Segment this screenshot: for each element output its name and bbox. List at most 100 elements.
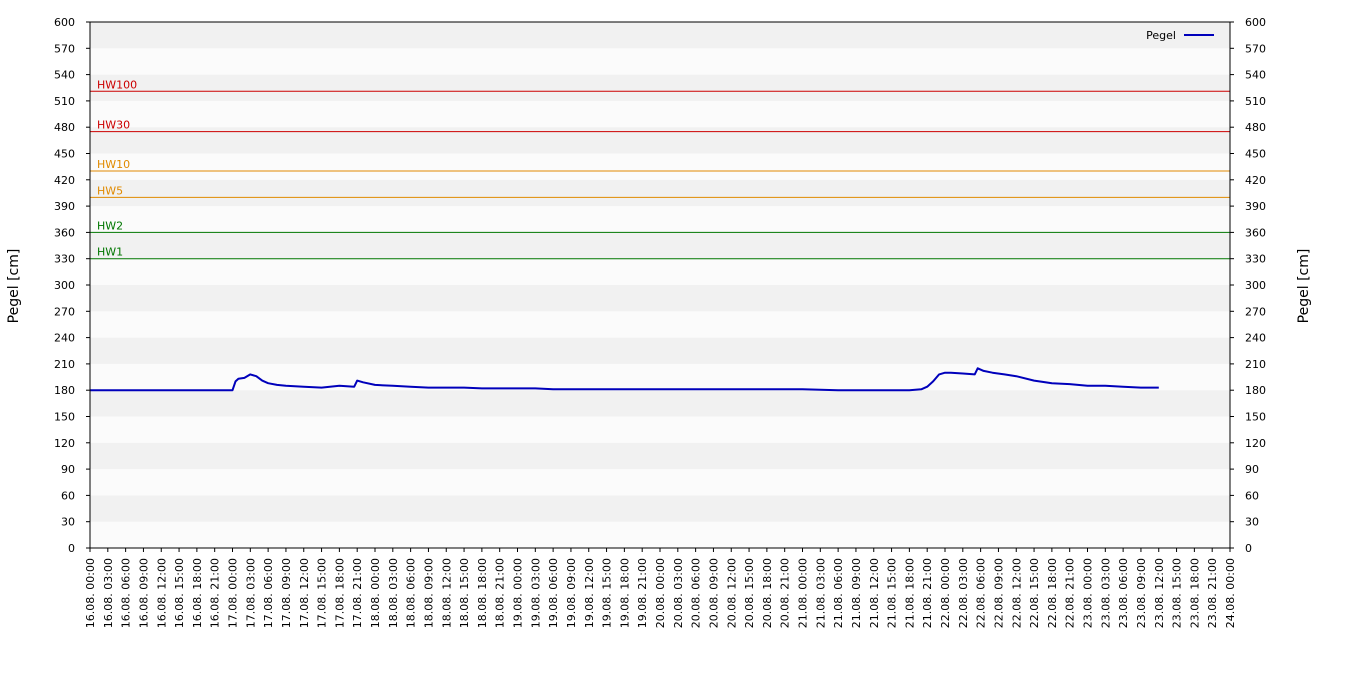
plot-band: [90, 179, 1230, 207]
x-tick-label: 16.08. 09:00: [137, 558, 150, 628]
x-tick-label: 20.08. 00:00: [654, 558, 667, 628]
plot-band: [90, 337, 1230, 364]
y-tick-label-right: 480: [1245, 121, 1266, 134]
y-tick-label-right: 0: [1245, 542, 1252, 555]
x-tick-label: 23.08. 09:00: [1135, 558, 1148, 628]
y-tick-label-right: 330: [1245, 253, 1266, 266]
threshold-label-hw30: HW30: [97, 119, 130, 132]
y-tick-label-left: 180: [54, 384, 75, 397]
x-tick-label: 21.08. 03:00: [814, 558, 827, 628]
y-tick-label-right: 120: [1245, 437, 1266, 450]
x-tick-label: 20.08. 21:00: [779, 558, 792, 628]
x-tick-label: 22.08. 15:00: [1028, 558, 1041, 628]
series-line-pegel: [90, 367, 1159, 392]
threshold-label-hw2: HW2: [97, 219, 123, 232]
x-tick-label: 17.08. 18:00: [333, 558, 346, 628]
x-tick-label: 17.08. 21:00: [351, 558, 364, 628]
x-tick-label: 18.08. 18:00: [476, 558, 489, 628]
x-tick-label: 16.08. 21:00: [209, 558, 222, 628]
plot-band: [90, 469, 1230, 496]
x-tick-label: 16.08. 06:00: [120, 558, 133, 628]
x-axis: 16.08. 00:00 16.08. 03:00 16.08. 06:00 16.0…: [84, 548, 1237, 628]
y-tick-label-right: 570: [1245, 42, 1266, 55]
y-tick-label-left: 270: [54, 305, 75, 318]
x-tick-label: 22.08. 18:00: [1046, 558, 1059, 628]
x-tick-label: 23.08. 03:00: [1099, 558, 1112, 628]
plot-band: [90, 48, 1230, 75]
plot-band: [90, 311, 1230, 338]
x-tick-label: 19.08. 06:00: [547, 558, 560, 628]
x-tick-label: 20.08. 18:00: [761, 558, 774, 628]
legend: Pegel: [1146, 29, 1214, 42]
x-tick-label: 16.08. 18:00: [191, 558, 204, 628]
x-tick-label: 21.08. 18:00: [903, 558, 916, 628]
x-tick-label: 19.08. 00:00: [512, 558, 525, 628]
x-tick-label: 19.08. 21:00: [636, 558, 649, 628]
y-tick-label-left: 450: [54, 148, 75, 161]
y-axis-title-left: Pegel [cm]: [6, 249, 22, 324]
y-axis-left: 0 30 60 90 120 150 180 210 240 270 300 330 360 390 420…: [54, 16, 90, 555]
y-tick-label-left: 210: [54, 358, 75, 371]
y-axis-title-right: Pegel [cm]: [1296, 249, 1312, 324]
y-tick-label-left: 300: [54, 279, 75, 292]
x-tick-label: 17.08. 15:00: [316, 558, 329, 628]
y-tick-label-left: 540: [54, 69, 75, 82]
threshold-lines: HW100 HW30 HW10 HW5 HW2 HW1: [90, 78, 1230, 260]
plot-band: [90, 153, 1230, 180]
y-tick-label-right: 270: [1245, 305, 1266, 318]
x-tick-label: 17.08. 03:00: [244, 558, 257, 628]
y-tick-label-right: 210: [1245, 358, 1266, 371]
x-tick-label: 22.08. 21:00: [1064, 558, 1077, 628]
x-tick-label: 21.08. 12:00: [868, 558, 881, 628]
x-tick-label: 16.08. 15:00: [173, 558, 186, 628]
x-tick-label: 18.08. 12:00: [440, 558, 453, 628]
plot-band: [90, 100, 1230, 128]
plot-band: [90, 390, 1230, 417]
plot-band: [90, 495, 1230, 522]
y-tick-label-left: 30: [61, 516, 75, 529]
y-tick-label-right: 360: [1245, 226, 1266, 239]
y-tick-label-left: 600: [54, 16, 75, 29]
x-tick-label: 16.08. 03:00: [102, 558, 115, 628]
plot-band: [90, 258, 1230, 285]
y-axis-right: 0 30 60 90 120 150 180 210 240 270 300 330 360 390 420…: [1230, 16, 1266, 555]
y-tick-label-right: 420: [1245, 174, 1266, 187]
plot-band: [90, 22, 1230, 49]
y-tick-label-left: 60: [61, 489, 75, 502]
x-tick-label: 17.08. 12:00: [298, 558, 311, 628]
threshold-label-hw5: HW5: [97, 184, 123, 197]
x-tick-label: 22.08. 06:00: [975, 558, 988, 628]
plot-band: [90, 206, 1230, 233]
y-tick-label-right: 390: [1245, 200, 1266, 213]
x-tick-label: 17.08. 00:00: [227, 558, 240, 628]
plot-band: [90, 416, 1230, 443]
y-tick-label-left: 570: [54, 42, 75, 55]
x-tick-label: 20.08. 09:00: [707, 558, 720, 628]
plot-band: [90, 74, 1230, 101]
series-layer: [90, 367, 1159, 392]
x-tick-label: 20.08. 12:00: [725, 558, 738, 628]
threshold-label-hw1: HW1: [97, 246, 123, 259]
y-tick-label-right: 240: [1245, 332, 1266, 345]
x-tick-label: 21.08. 09:00: [850, 558, 863, 628]
y-tick-label-right: 600: [1245, 16, 1266, 29]
x-tick-label: 21.08. 15:00: [886, 558, 899, 628]
y-tick-label-right: 540: [1245, 69, 1266, 82]
x-tick-label: 17.08. 09:00: [280, 558, 293, 628]
x-tick-label: 19.08. 03:00: [529, 558, 542, 628]
x-tick-label: 16.08. 12:00: [155, 558, 168, 628]
y-tick-label-left: 510: [54, 95, 75, 108]
plot-band: [90, 521, 1230, 548]
y-tick-label-right: 510: [1245, 95, 1266, 108]
y-tick-label-right: 30: [1245, 516, 1259, 529]
x-tick-label: 17.08. 06:00: [262, 558, 275, 628]
x-tick-label: 23.08. 12:00: [1153, 558, 1166, 628]
y-tick-label-left: 330: [54, 253, 75, 266]
x-tick-label: 20.08. 06:00: [690, 558, 703, 628]
x-tick-label: 21.08. 21:00: [921, 558, 934, 628]
y-tick-label-right: 60: [1245, 489, 1259, 502]
x-tick-label: 19.08. 09:00: [565, 558, 578, 628]
x-tick-label: 19.08. 15:00: [601, 558, 614, 628]
plot-background-bands: [90, 22, 1230, 548]
